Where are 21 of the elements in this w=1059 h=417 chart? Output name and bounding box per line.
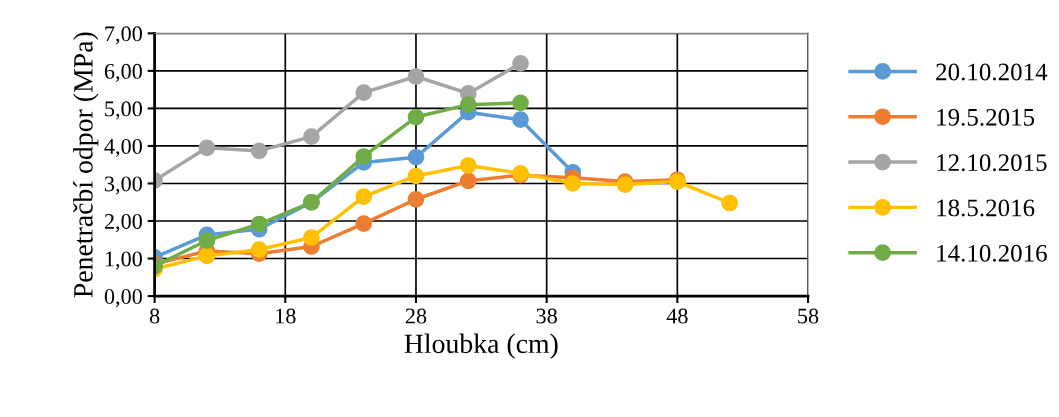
legend-label: 19.5.2015 [937, 108, 1035, 126]
x-tick-label: 18 [276, 308, 296, 324]
x-tick-label: 8 [149, 308, 160, 324]
legend-label: 18.5.2016 [937, 199, 1035, 217]
y-tick-label: 7,00 [105, 26, 142, 45]
y-tick-label: 5,00 [105, 101, 142, 120]
x-tick-label: 28 [405, 308, 427, 324]
legend-label: 20.10.2014 [936, 63, 1048, 81]
x-tick-label: 58 [798, 308, 819, 324]
x-axis-title: Hloubka (cm) [404, 333, 558, 359]
y-tick-label: 1,00 [105, 251, 142, 270]
y-tick-label: 0,00 [104, 289, 142, 308]
x-tick-label: 38 [536, 308, 557, 324]
legend-label: 12.10.2015 [937, 154, 1047, 172]
legend-label: 14.10.2016 [937, 244, 1047, 262]
y-tick-label: 4,00 [104, 138, 142, 158]
y-tick-label: 2,00 [104, 213, 142, 233]
x-tick-label: 48 [666, 308, 688, 324]
y-axis-title: Penetračbí odpor (MPa) [73, 32, 99, 298]
y-tick-label: 6,00 [104, 63, 142, 83]
y-tick-label: 3,00 [104, 176, 142, 195]
